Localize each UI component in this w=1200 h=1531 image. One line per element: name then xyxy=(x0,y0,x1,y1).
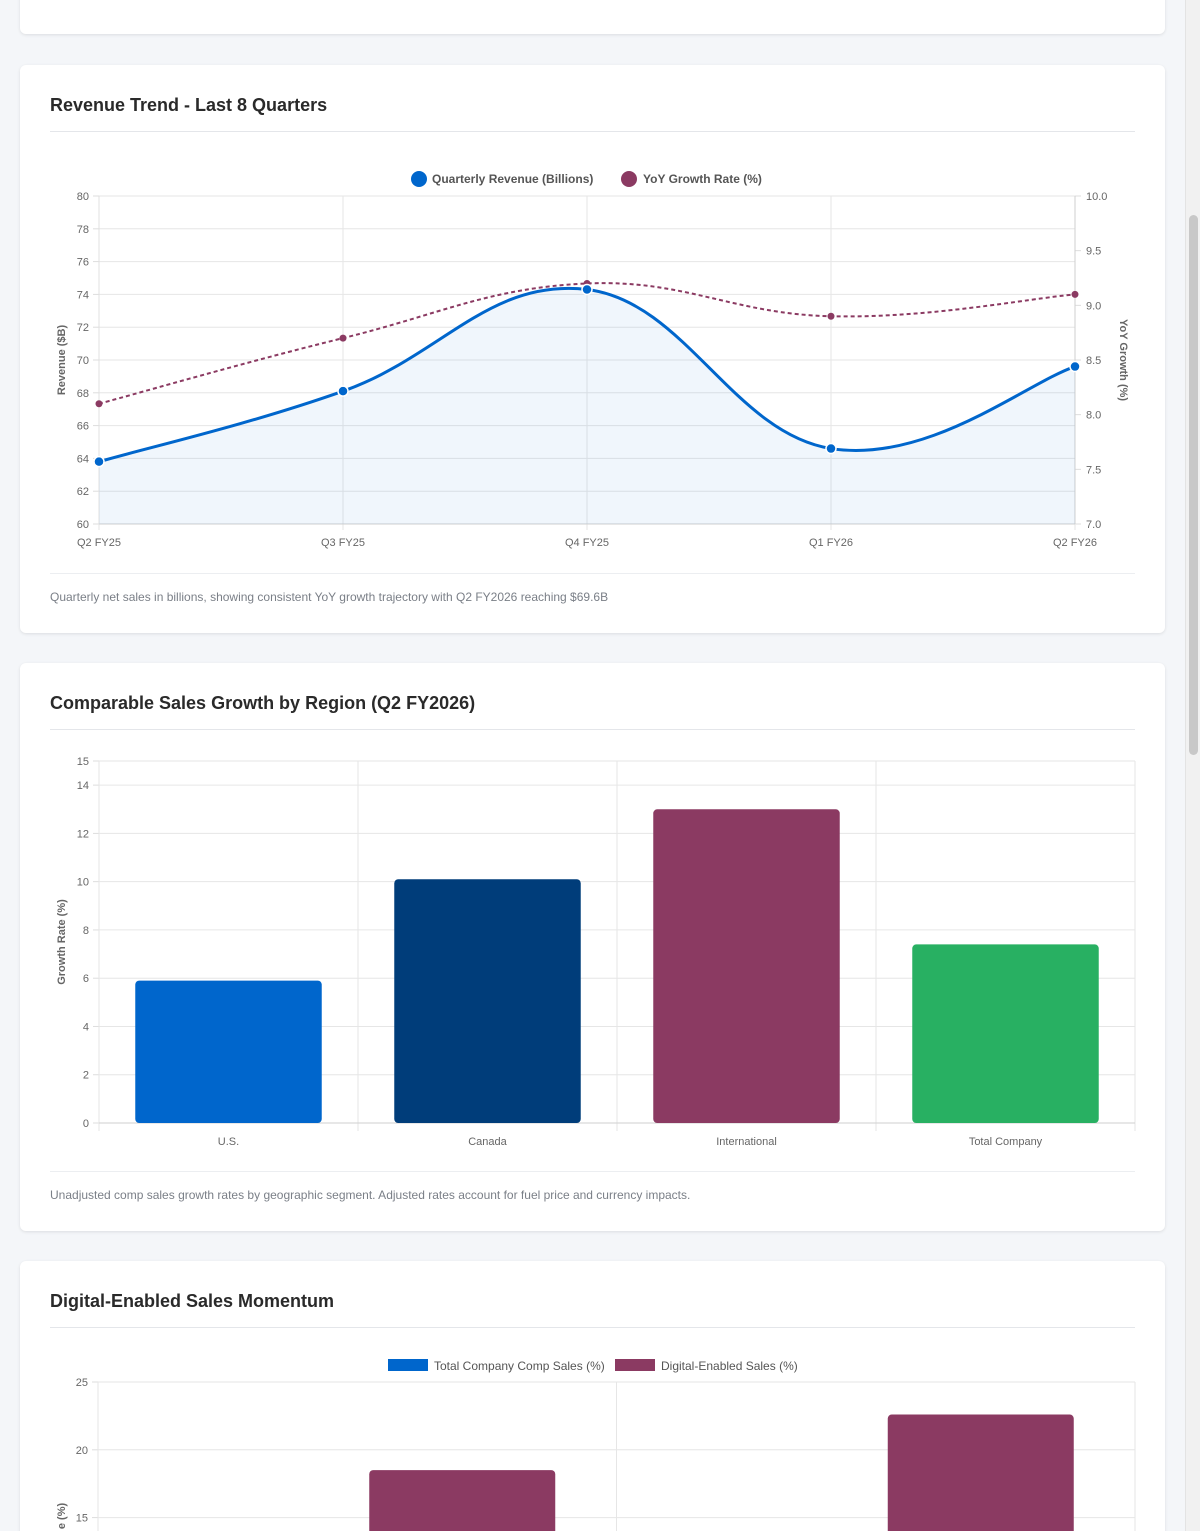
y-tick-label: 62 xyxy=(77,486,89,498)
growth-point xyxy=(95,400,103,408)
y-tick-label: 20 xyxy=(76,1445,88,1457)
y-tick-label: 15 xyxy=(77,756,89,768)
y-tick-label: 15 xyxy=(76,1513,88,1525)
bar-canada xyxy=(394,879,581,1123)
revenue-point xyxy=(337,385,349,397)
legend-label-growth: YoY Growth Rate (%) xyxy=(643,172,762,186)
revenue-point xyxy=(825,442,837,455)
legend-label-revenue: Quarterly Revenue (Billions) xyxy=(432,172,593,186)
y-tick-label: 12 xyxy=(77,828,89,840)
caption-divider xyxy=(50,1171,1135,1172)
y-tick-label: 25 xyxy=(76,1377,88,1389)
x-tick-label: U.S. xyxy=(218,1136,239,1148)
y2-tick-label: 8.5 xyxy=(1086,355,1101,367)
title-divider xyxy=(50,131,1135,132)
legend-label-total-comp: Total Company Comp Sales (%) xyxy=(434,1359,605,1373)
y2-tick-label: 10.0 xyxy=(1086,191,1107,203)
bar-total-company xyxy=(912,944,1099,1123)
legend-swatch-total-comp xyxy=(388,1359,428,1371)
y-tick-label: 70 xyxy=(77,355,89,367)
legend-label-digital: Digital-Enabled Sales (%) xyxy=(661,1359,798,1373)
x-tick-label: Total Company xyxy=(969,1136,1043,1148)
digital-sales-title: Digital-Enabled Sales Momentum xyxy=(50,1291,335,1311)
y-tick-label: 10 xyxy=(77,877,89,889)
bar-international xyxy=(653,809,840,1123)
title-divider xyxy=(50,1327,1135,1328)
page-scrollbar[interactable] xyxy=(1185,0,1200,1531)
y-tick-label: 66 xyxy=(77,421,89,433)
legend-swatch-digital xyxy=(615,1359,655,1371)
caption-divider xyxy=(50,573,1135,574)
previous-card xyxy=(20,0,1165,34)
x-tick-label: Q3 FY25 xyxy=(321,537,365,549)
x-tick-label: International xyxy=(716,1136,777,1148)
y-tick-label: 80 xyxy=(77,191,89,203)
legend-swatch-growth xyxy=(621,171,637,187)
bar-u-s xyxy=(135,980,322,1123)
revenue-point xyxy=(581,283,593,296)
y-tick-label: 76 xyxy=(77,257,89,269)
revenue-trend-title: Revenue Trend - Last 8 Quarters xyxy=(50,95,328,115)
y-tick-label: 68 xyxy=(77,388,89,400)
y-tick-label: 60 xyxy=(77,519,89,531)
y-tick-label: 64 xyxy=(77,453,89,465)
digital-sales-chart: 25 20 15 e (%) Total Company Comp Sales (%) D… xyxy=(56,1359,1136,1531)
comparable-sales-caption: Unadjusted comp sales growth rates by ge… xyxy=(50,1188,691,1202)
growth-point xyxy=(827,312,835,320)
revenue-area-fill xyxy=(99,288,1075,524)
revenue-point xyxy=(93,455,105,468)
bar-digital-sales xyxy=(887,1414,1074,1531)
comparable-sales-chart: 15 14 12 10 8 6 4 2 0 Growth Rate (%) U.S. Canada In… xyxy=(56,756,1136,1148)
y-axis-title: Growth Rate (%) xyxy=(56,899,68,985)
x-tick-label: Canada xyxy=(468,1136,507,1148)
y-tick-label: 8 xyxy=(83,925,89,937)
y2-tick-label: 7.0 xyxy=(1086,519,1101,531)
y-tick-label: 78 xyxy=(77,224,89,236)
y-axis-title: e (%) xyxy=(56,1503,68,1530)
y2-tick-label: 7.5 xyxy=(1086,464,1101,476)
y-axis-title: Revenue ($B) xyxy=(56,325,68,396)
y-tick-label: 14 xyxy=(77,780,89,792)
revenue-trend-card: Revenue Trend - Last 8 Quarters 80 78 76 74… xyxy=(20,65,1165,633)
y-tick-label: 2 xyxy=(83,1070,89,1082)
y-tick-label: 4 xyxy=(83,1021,89,1033)
growth-line xyxy=(98,282,1076,405)
x-tick-label: Q2 FY26 xyxy=(1053,537,1097,549)
scrollbar-thumb[interactable] xyxy=(1189,215,1198,755)
y-tick-label: 74 xyxy=(77,289,89,301)
comparable-sales-card: Comparable Sales Growth by Region (Q2 FY… xyxy=(20,663,1165,1231)
comparable-sales-title: Comparable Sales Growth by Region (Q2 FY… xyxy=(50,693,476,713)
legend-swatch-revenue xyxy=(411,171,427,187)
title-divider xyxy=(50,729,1135,730)
y-tick-label: 6 xyxy=(83,973,89,985)
x-tick-label: Q2 FY25 xyxy=(77,537,121,549)
y2-tick-label: 9.5 xyxy=(1086,246,1101,258)
y2-tick-label: 9.0 xyxy=(1086,300,1101,312)
growth-point xyxy=(1071,290,1079,298)
revenue-trend-chart: 80 78 76 74 72 70 68 66 64 62 60 10.0 9.5 9.0 8.5 8.0 7.… xyxy=(56,171,1129,549)
y2-axis-title: YoY Growth (%) xyxy=(1117,319,1129,401)
x-tick-label: Q4 FY25 xyxy=(565,537,609,549)
bar-digital-sales xyxy=(369,1470,556,1531)
digital-sales-card: Digital-Enabled Sales Momentum 25 20 15 e (… xyxy=(20,1261,1165,1531)
y-tick-label: 72 xyxy=(77,322,89,334)
y-tick-label: 0 xyxy=(83,1118,89,1130)
revenue-trend-caption: Quarterly net sales in billions, showing… xyxy=(50,590,609,604)
y2-tick-label: 8.0 xyxy=(1086,410,1101,422)
growth-point xyxy=(339,334,347,342)
revenue-point xyxy=(1069,360,1081,373)
x-tick-label: Q1 FY26 xyxy=(809,537,853,549)
